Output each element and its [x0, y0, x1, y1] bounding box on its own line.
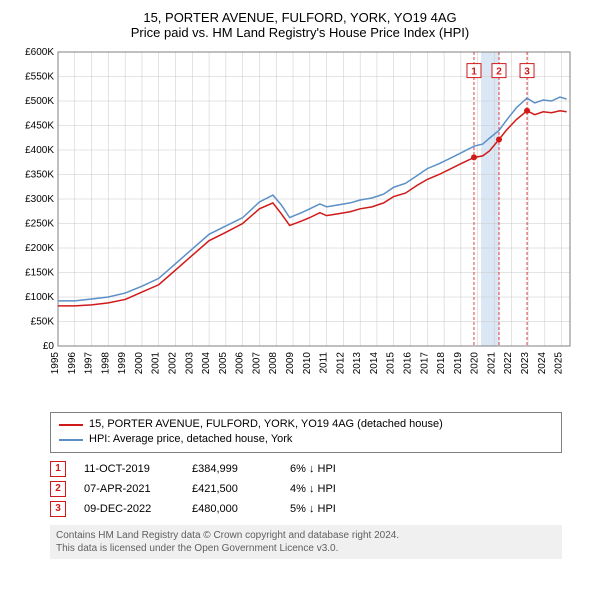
- legend: 15, PORTER AVENUE, FULFORD, YORK, YO19 4…: [50, 412, 562, 453]
- svg-text:2010: 2010: [302, 352, 313, 375]
- svg-text:2004: 2004: [201, 352, 212, 375]
- svg-text:2015: 2015: [386, 352, 397, 375]
- svg-text:1998: 1998: [100, 352, 111, 375]
- svg-text:2017: 2017: [419, 352, 430, 375]
- svg-text:2024: 2024: [537, 352, 548, 375]
- svg-text:2001: 2001: [151, 352, 162, 375]
- sale-pct: 5% ↓ HPI: [290, 503, 370, 515]
- svg-text:£150K: £150K: [25, 268, 54, 279]
- svg-text:£400K: £400K: [25, 145, 54, 156]
- sale-price: £480,000: [192, 503, 272, 515]
- svg-text:£100K: £100K: [25, 292, 54, 303]
- svg-text:£600K: £600K: [25, 47, 54, 58]
- sale-marker: 2: [50, 481, 66, 497]
- svg-text:2006: 2006: [235, 352, 246, 375]
- svg-text:1997: 1997: [84, 352, 95, 375]
- svg-text:2018: 2018: [436, 352, 447, 375]
- svg-text:2020: 2020: [470, 352, 481, 375]
- sales-row: 2 07-APR-2021 £421,500 4% ↓ HPI: [50, 479, 562, 499]
- svg-text:£550K: £550K: [25, 72, 54, 83]
- chart-subtitle: Price paid vs. HM Land Registry's House …: [10, 25, 590, 40]
- footer-line-1: Contains HM Land Registry data © Crown c…: [56, 529, 556, 542]
- svg-text:1996: 1996: [67, 352, 78, 375]
- chart-title: 15, PORTER AVENUE, FULFORD, YORK, YO19 4…: [10, 10, 590, 25]
- legend-label-1: 15, PORTER AVENUE, FULFORD, YORK, YO19 4…: [89, 417, 443, 432]
- svg-text:2025: 2025: [554, 352, 565, 375]
- svg-text:£0: £0: [43, 341, 55, 352]
- svg-text:2000: 2000: [134, 352, 145, 375]
- svg-text:2016: 2016: [403, 352, 414, 375]
- svg-text:1995: 1995: [50, 352, 61, 375]
- sale-date: 07-APR-2021: [84, 483, 174, 495]
- svg-text:2003: 2003: [184, 352, 195, 375]
- sale-date: 09-DEC-2022: [84, 503, 174, 515]
- svg-text:2023: 2023: [520, 352, 531, 375]
- svg-text:1: 1: [471, 67, 477, 78]
- legend-row-1: 15, PORTER AVENUE, FULFORD, YORK, YO19 4…: [59, 417, 553, 432]
- svg-text:£50K: £50K: [31, 317, 55, 328]
- sale-marker: 1: [50, 461, 66, 477]
- sale-pct: 6% ↓ HPI: [290, 463, 370, 475]
- sales-row: 1 11-OCT-2019 £384,999 6% ↓ HPI: [50, 459, 562, 479]
- sale-price: £421,500: [192, 483, 272, 495]
- svg-text:2009: 2009: [285, 352, 296, 375]
- svg-text:2011: 2011: [319, 352, 330, 374]
- legend-line-2: [59, 439, 83, 441]
- footer-line-2: This data is licensed under the Open Gov…: [56, 542, 556, 555]
- svg-text:2019: 2019: [453, 352, 464, 375]
- svg-text:2022: 2022: [503, 352, 514, 375]
- sales-row: 3 09-DEC-2022 £480,000 5% ↓ HPI: [50, 499, 562, 519]
- svg-text:3: 3: [524, 67, 530, 78]
- chart-plot: £0 £50K £100K £150K £200K £250K £300K £350K £400…: [10, 46, 590, 406]
- svg-text:2013: 2013: [352, 352, 363, 375]
- svg-text:2012: 2012: [335, 352, 346, 375]
- sale-marker: 3: [50, 501, 66, 517]
- svg-text:£500K: £500K: [25, 96, 54, 107]
- sale-price: £384,999: [192, 463, 272, 475]
- svg-text:2: 2: [496, 67, 502, 78]
- footer: Contains HM Land Registry data © Crown c…: [50, 525, 562, 559]
- legend-line-1: [59, 424, 83, 426]
- line-chart-svg: £0 £50K £100K £150K £200K £250K £300K £350K £400…: [10, 46, 590, 406]
- sale-date: 11-OCT-2019: [84, 463, 174, 475]
- svg-text:2008: 2008: [268, 352, 279, 375]
- svg-text:£250K: £250K: [25, 219, 54, 230]
- svg-text:£350K: £350K: [25, 170, 54, 181]
- sales-table: 1 11-OCT-2019 £384,999 6% ↓ HPI 2 07-APR-2021…: [50, 459, 562, 519]
- sale-pct: 4% ↓ HPI: [290, 483, 370, 495]
- svg-text:1999: 1999: [117, 352, 128, 375]
- svg-text:2014: 2014: [369, 352, 380, 375]
- svg-text:£450K: £450K: [25, 121, 54, 132]
- chart-container: 15, PORTER AVENUE, FULFORD, YORK, YO19 4…: [10, 10, 590, 559]
- svg-text:2007: 2007: [251, 352, 262, 375]
- legend-row-2: HPI: Average price, detached house, York: [59, 432, 553, 447]
- svg-text:2021: 2021: [486, 352, 497, 375]
- legend-label-2: HPI: Average price, detached house, York: [89, 432, 292, 447]
- svg-text:2005: 2005: [218, 352, 229, 375]
- svg-text:£200K: £200K: [25, 243, 54, 254]
- svg-text:2002: 2002: [168, 352, 179, 375]
- svg-text:£300K: £300K: [25, 194, 54, 205]
